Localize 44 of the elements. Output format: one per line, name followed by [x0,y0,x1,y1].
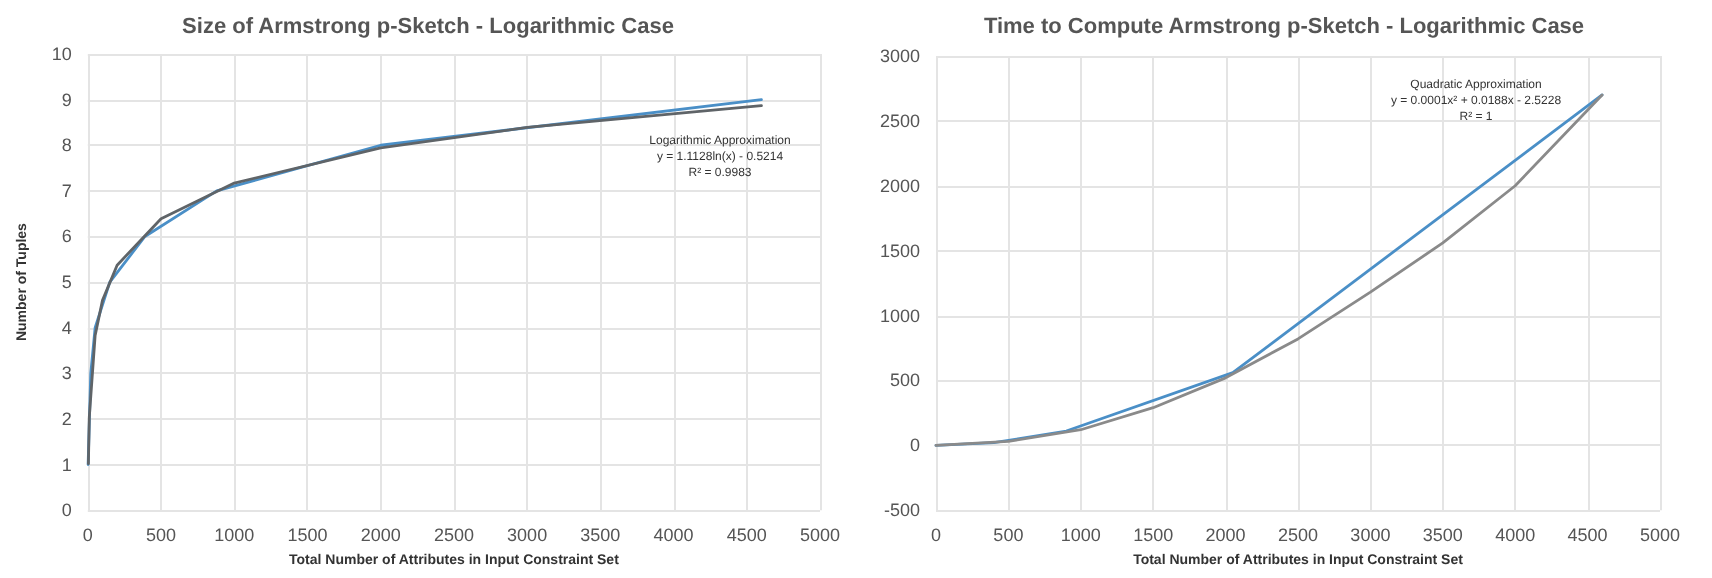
y-tick-label: 0 [909,435,920,456]
x-tick-label: 1500 [287,525,328,546]
x-tick-label: 1000 [1060,525,1101,546]
x-tick-label: 5000 [1639,525,1681,546]
x-tick-label: 3500 [580,525,621,546]
y-tick-label: 4 [61,317,72,338]
x-tick-label: 3000 [507,525,548,546]
x-tick-label: 1500 [1133,525,1174,546]
chart-title: Time to Compute Armstrong p-Sketch - Logarithmic Case [983,15,1585,39]
y-tick-label: 1 [61,454,72,475]
x-tick-label: 0 [82,525,93,546]
x-tick-label: 4000 [653,525,694,546]
x-tick-label: 5000 [799,525,841,546]
y-tick-label: 500 [889,370,920,391]
y-tick-label: 1500 [879,240,920,261]
y-tick-label: 1000 [879,305,920,326]
x-tick-label: 1000 [214,525,255,546]
y-tick-label: 9 [61,89,72,110]
y-tick-label: 2000 [879,175,920,196]
y-tick-label: 2500 [879,110,920,131]
x-tick-label: 0 [930,525,942,546]
y-tick-label: 0 [61,500,72,521]
y-tick-label: 8 [61,135,72,156]
x-tick-label: 2500 [1277,525,1319,546]
y-tick-label: 5 [61,272,72,293]
y-tick-label: 10 [51,44,72,64]
y-tick-label: 3 [61,363,72,384]
line-series [934,93,1604,447]
x-tick-label: 2500 [433,525,474,546]
y-tick-label: 6 [61,226,72,247]
chart-title: Size of Armstrong p-Sketch - Logarithmic Case [182,15,674,39]
x-tick-label: 4500 [726,525,767,546]
x-tick-label: 2000 [1205,525,1246,546]
y-tick-label: -500 [883,500,920,521]
x-tick-label: 500 [146,525,177,546]
x-tick-label: 3500 [1422,525,1463,546]
x-tick-label: 3000 [1350,525,1391,546]
y-tick-label: 7 [61,180,72,201]
x-tick-label: 500 [993,525,1024,546]
x-tick-label: 4500 [1567,525,1608,546]
x-tick-label: 2000 [360,525,401,546]
x-tick-label: 4000 [1495,525,1536,546]
y-tick-label: 3000 [879,46,920,66]
y-tick-label: 2 [61,408,72,429]
